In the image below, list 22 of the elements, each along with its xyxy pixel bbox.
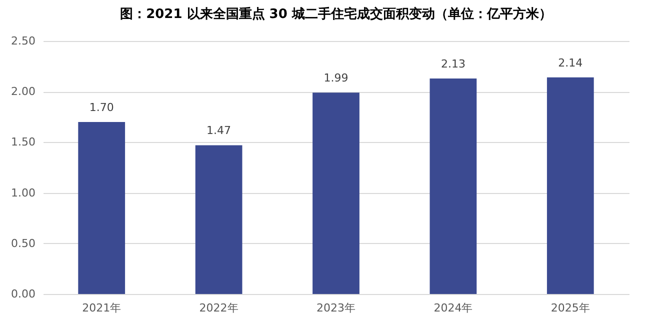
data-label: 1.99 <box>324 72 348 85</box>
bar <box>78 122 126 294</box>
x-tick-label: 2022年 <box>199 302 238 314</box>
x-tick-label: 2021年 <box>82 302 122 314</box>
chart-title: 图：2021 以来全国重点 30 城二手住宅成交面积变动（单位：亿平方米） <box>120 6 552 22</box>
y-tick-label: 1.50 <box>11 136 36 149</box>
data-label: 2.13 <box>440 57 466 70</box>
y-tick-label: 0.50 <box>11 236 36 250</box>
y-tick-label: 2.50 <box>11 34 36 48</box>
y-tick-label: 1.00 <box>11 186 36 200</box>
bar <box>546 77 594 294</box>
bar <box>195 145 242 294</box>
y-tick-label: 0.00 <box>11 288 36 300</box>
bar <box>430 78 477 294</box>
data-label: 1.47 <box>206 124 232 138</box>
x-tick-label: 2025年 <box>550 302 590 314</box>
y-tick-label: 2.00 <box>11 85 36 98</box>
x-tick-label: 2024年 <box>434 302 473 314</box>
x-tick-label: 2023年 <box>316 302 356 314</box>
data-label: 1.70 <box>89 100 114 114</box>
data-label: 2.14 <box>558 56 583 70</box>
bar <box>312 92 360 294</box>
